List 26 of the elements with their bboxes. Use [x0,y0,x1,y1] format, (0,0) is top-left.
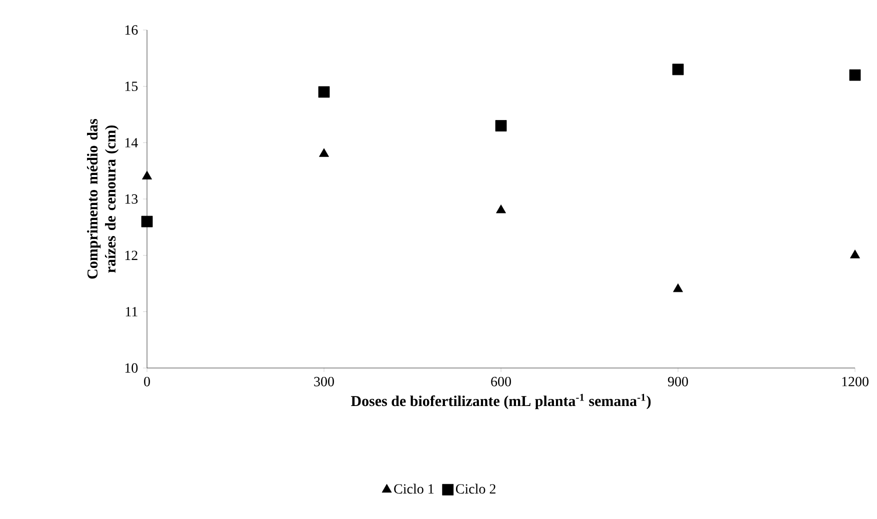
x-axis-title: Doses de biofertilizante (mL planta$^{-1}$ semana$^{-1}$) [350,394,651,410]
legend-label: Ciclo 2 [456,484,496,494]
y-axis-title: Comprimento médio das raízes de cenoura (cm) [86,118,119,279]
x-tick-label: 900 [668,376,688,386]
point [672,64,684,76]
x-tick-label: 0 [144,376,150,386]
point [495,120,507,132]
point [849,69,861,81]
y-tick-label: 11 [126,307,138,316]
point [673,283,683,292]
y-tick-label: 12 [125,250,138,260]
y-tick-label: 16 [125,25,138,35]
point [318,86,330,98]
y-tick-label: 10 [125,363,138,373]
point [319,148,329,157]
x-tick-label: 300 [314,376,334,386]
point [142,170,152,180]
y-tick-label: 13 [125,194,138,204]
y-tick-label: 15 [125,82,138,92]
point [141,216,153,228]
legend-label: Ciclo 1 [394,484,434,494]
y-tick-label: 14 [125,138,138,148]
x-tick-label: 600 [491,376,511,386]
x-tick-label: 1200 [842,376,868,386]
point [850,250,860,258]
point [496,204,506,214]
